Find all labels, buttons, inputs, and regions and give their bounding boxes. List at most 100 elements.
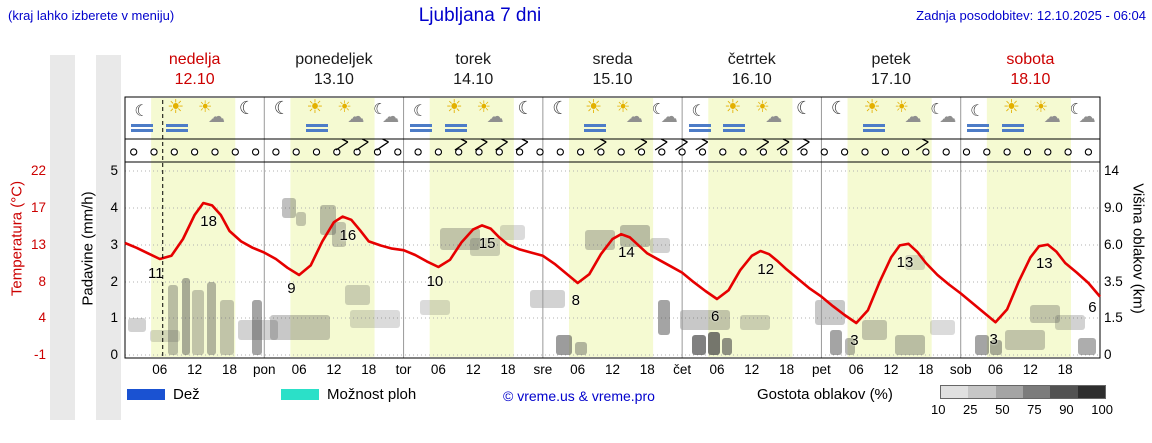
cloud-density-area xyxy=(470,238,500,256)
density-gradient-segment xyxy=(968,386,996,398)
temp-value-label: 16 xyxy=(339,226,357,244)
wind-barb-icon xyxy=(701,138,709,143)
sun-icon: ☀ xyxy=(894,97,909,116)
moon-icon: ☾ xyxy=(273,98,290,119)
wind-barb-icon xyxy=(454,141,468,151)
wind-state-circle xyxy=(190,148,199,156)
wind-barb-icon xyxy=(474,141,488,151)
wind-state-circle xyxy=(1023,148,1032,156)
wind-state-circle xyxy=(495,148,503,156)
temp-tick-label: 4 xyxy=(38,310,46,325)
cloud-tick-label: 3.5 xyxy=(1104,274,1123,289)
wind-barb-icon xyxy=(654,141,668,151)
daylight-band xyxy=(290,98,375,357)
x-axis-hour-label: 18 xyxy=(1057,362,1073,377)
density-tick-label: 50 xyxy=(995,402,1010,417)
wind-state-circle xyxy=(820,148,828,156)
wind-state-circle xyxy=(556,148,564,156)
cloud-icon: ☁ xyxy=(660,107,678,127)
density-tick-label: 25 xyxy=(963,402,978,417)
fog-line xyxy=(1001,124,1024,127)
fog-line xyxy=(723,129,746,132)
wind-barb-icon xyxy=(515,141,529,151)
cloud-icon: ☁ xyxy=(1043,107,1061,127)
x-axis-hour-label: 12 xyxy=(326,362,342,377)
fog-line xyxy=(584,124,607,127)
cloud-density-legend-label: Gostota oblakov (%) xyxy=(757,386,893,403)
cloud-density-area xyxy=(722,338,732,355)
cloud-density-area xyxy=(270,315,330,340)
last-updated: Zadnja posodobitev: 12.10.2025 - 06:04 xyxy=(916,8,1146,23)
x-axis-day-label: čet xyxy=(673,362,692,377)
wind-barb-icon xyxy=(921,138,929,143)
wind-state-circle xyxy=(719,148,727,156)
x-axis-hour-label: 18 xyxy=(361,362,377,377)
wind-state-circle xyxy=(881,148,889,156)
weather-icon-sun-cloud: ☀ ☁ xyxy=(1032,97,1064,137)
wind-state-circle xyxy=(515,148,524,156)
wind-barb-icon xyxy=(762,138,769,143)
day-date: 12.10 xyxy=(174,71,215,88)
fog-lines-icon xyxy=(131,124,154,134)
sun-icon: ☀ xyxy=(1002,96,1020,118)
moon-icon: ☾ xyxy=(1069,100,1084,118)
wind-state-circle xyxy=(475,148,483,156)
wind-barb-icon xyxy=(593,141,607,151)
temp-value-label: 3 xyxy=(989,331,998,349)
wind-state-circle xyxy=(150,148,158,156)
density-gradient-segment xyxy=(1022,386,1051,398)
cloud-density-area xyxy=(692,335,706,355)
fog-line xyxy=(967,129,990,132)
wind-barb-icon xyxy=(695,141,709,151)
weather-icon-sun-cloud: ☀ ☁ xyxy=(335,97,367,137)
weather-icon-sun-cloud: ☀ ☁ xyxy=(475,97,507,137)
fog-line xyxy=(131,124,154,127)
wind-barb-icon xyxy=(640,138,648,143)
day-date: 13.10 xyxy=(313,71,354,88)
x-axis-hour-label: 12 xyxy=(883,362,899,377)
wind-state-circle xyxy=(312,148,321,156)
density-gradient-segment xyxy=(1077,386,1105,398)
moon-icon: ☾ xyxy=(134,101,149,120)
weather-icon-sun-fog: ☀ xyxy=(301,97,333,137)
sun-icon: ☀ xyxy=(1033,97,1049,116)
day-header-nedelja: nedelja 12.10 xyxy=(125,50,264,90)
x-axis-hour-label: 06 xyxy=(988,362,1004,377)
weather-icon-sun-cloud: ☀ ☁ xyxy=(196,97,228,137)
day-header-petek: petek 17.10 xyxy=(821,50,960,90)
wind-state-circle xyxy=(617,148,625,156)
cloud-density-area xyxy=(128,318,146,332)
precip-tick-label: 0 xyxy=(110,347,118,362)
fog-line xyxy=(688,129,711,132)
moon-icon: ☾ xyxy=(238,98,256,119)
temperature-curve xyxy=(124,201,1101,325)
wind-barb-icon xyxy=(480,138,488,143)
day-date: 15.10 xyxy=(592,71,633,88)
credit-link[interactable]: © vreme.us & vreme.pro xyxy=(503,388,655,404)
wind-state-circle xyxy=(800,148,808,156)
sun-icon: ☀ xyxy=(167,96,185,118)
density-tick-label: 75 xyxy=(1027,402,1042,417)
cloud-icon: ☁ xyxy=(1078,107,1096,127)
cloud-density-area xyxy=(182,278,190,355)
cloud-density-area xyxy=(556,335,572,355)
temp-value-label: 10 xyxy=(426,273,444,291)
cloud-density-area xyxy=(1055,315,1085,330)
cloud-density-area xyxy=(168,285,178,355)
day-name: ponedeljek xyxy=(295,51,373,68)
fog-line xyxy=(723,124,746,127)
x-axis-hour-label: 12 xyxy=(604,362,621,377)
wind-state-circle xyxy=(597,148,605,156)
moon-icon: ☾ xyxy=(830,98,847,119)
wind-barb-icon xyxy=(634,141,648,151)
fog-line xyxy=(166,129,189,132)
weather-icon-sun-cloud: ☀ ☁ xyxy=(753,97,785,137)
weather-icon-moon: ☾ xyxy=(788,99,820,137)
wind-barb-icon xyxy=(681,138,688,143)
x-axis-hour-label: 06 xyxy=(709,362,725,377)
moon-icon: ☾ xyxy=(552,98,569,119)
cloud-icon: ☁ xyxy=(939,107,957,127)
weather-icon-moon: ☾ xyxy=(544,99,576,137)
cloud-density-gradient-bar xyxy=(940,385,1106,399)
temp-value-label: 13 xyxy=(1035,254,1053,272)
